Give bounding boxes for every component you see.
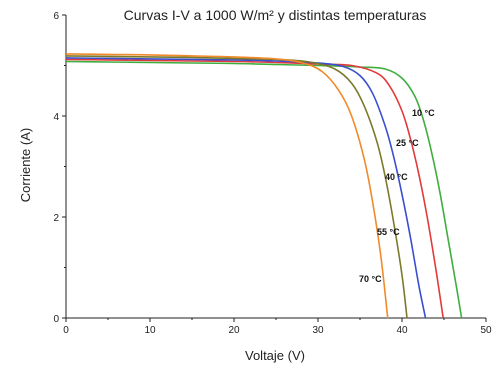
series-label-2: 25 °C bbox=[396, 138, 419, 148]
x-tick-label: 50 bbox=[480, 325, 492, 336]
y-tick-label: 6 bbox=[53, 11, 59, 22]
series-label-4: 55 °C bbox=[377, 227, 400, 237]
x-axis-label: Voltaje (V) bbox=[245, 348, 305, 363]
series-label-1: 10 °C bbox=[412, 108, 435, 118]
series-labels: 10 °C 25 °C 40 °C 55 °C 70 °C bbox=[359, 108, 435, 284]
x-tick-label: 40 bbox=[396, 325, 408, 336]
series-line-1 bbox=[65, 60, 463, 319]
x-tick-label: 10 bbox=[144, 325, 156, 336]
series-line-2 bbox=[65, 58, 444, 319]
chart-title: Curvas I-V a 1000 W/m² y distintas tempe… bbox=[124, 7, 427, 23]
series-label-5: 70 °C bbox=[359, 274, 382, 284]
series-line-5 bbox=[65, 53, 389, 319]
y-ticks: 0 2 4 6 bbox=[53, 11, 66, 325]
series-label-3: 40 °C bbox=[385, 172, 408, 182]
series-line-3 bbox=[65, 57, 427, 319]
x-ticks: 0 10 20 30 40 50 bbox=[63, 318, 492, 336]
series-group bbox=[65, 53, 463, 319]
x-tick-label: 20 bbox=[228, 325, 240, 336]
y-tick-label: 4 bbox=[53, 112, 59, 123]
x-tick-label: 0 bbox=[63, 325, 69, 336]
series-line-4 bbox=[65, 55, 408, 319]
y-tick-label: 2 bbox=[53, 213, 59, 224]
y-axis-label: Corriente (A) bbox=[18, 128, 33, 202]
x-tick-label: 30 bbox=[312, 325, 324, 336]
y-tick-label: 0 bbox=[53, 314, 59, 325]
